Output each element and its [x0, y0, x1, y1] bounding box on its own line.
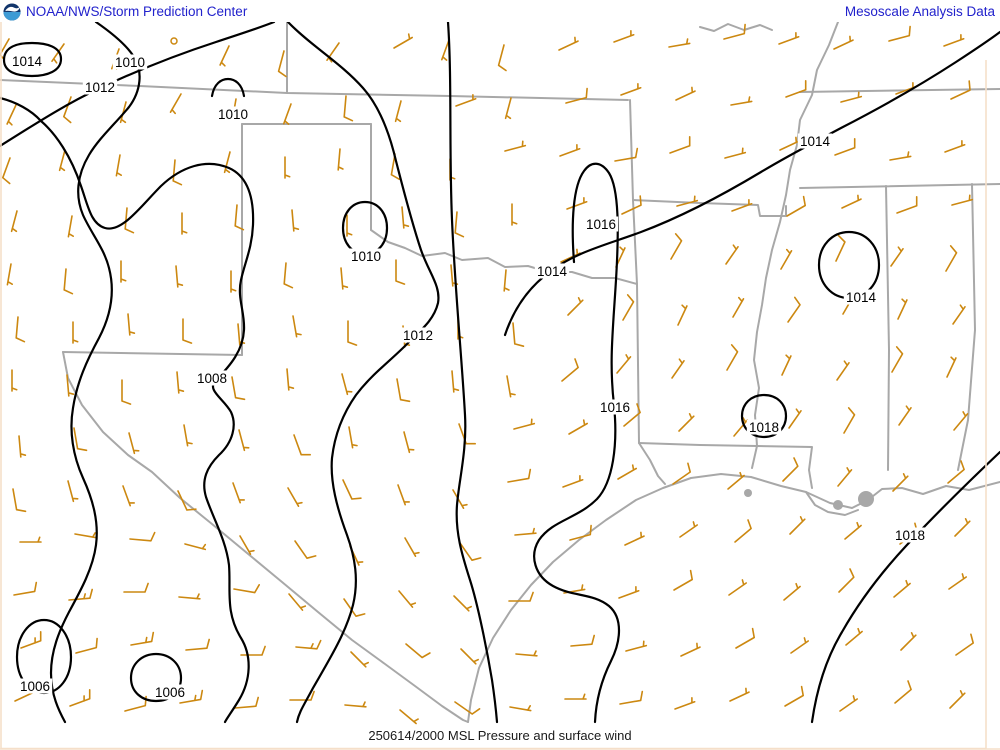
isobar-label: 1014 — [846, 290, 877, 305]
isobar-label: 1008 — [197, 371, 227, 386]
wind-barbs — [0, 23, 974, 725]
isobar-label: 1012 — [85, 80, 115, 95]
map-caption: 250614/2000 MSL Pressure and surface win… — [368, 728, 632, 743]
isobar-label: 1012 — [403, 328, 433, 343]
isobar-label: 1006 — [20, 679, 50, 694]
isobar-labels: 1014 101010121010101010121014101610141014… — [9, 53, 928, 700]
state-borders — [0, 21, 1000, 723]
isobar-label: 1018 — [749, 420, 779, 435]
isobar-label: 1010 — [115, 55, 145, 70]
header-bar: NOAA/NWS/Storm Prediction Center Mesosca… — [0, 0, 1000, 22]
isobar-label: 1016 — [600, 400, 630, 415]
isobar-label: 1014 — [800, 134, 831, 149]
isobar-contours — [0, 20, 1000, 724]
isobar-label: 1014 — [12, 54, 43, 69]
isobar-label: 1010 — [218, 107, 248, 122]
noaa-logo-icon — [3, 3, 21, 21]
header-title: NOAA/NWS/Storm Prediction Center — [26, 3, 248, 19]
isobar-label: 1010 — [351, 249, 381, 264]
isobar-label: 1016 — [586, 217, 616, 232]
isobar-label: 1006 — [155, 685, 185, 700]
isobar-label: 1014 — [537, 264, 568, 279]
mesoscale-analysis-link[interactable]: Mesoscale Analysis Data — [844, 3, 995, 19]
isobar-label: 1018 — [895, 528, 925, 543]
page-frame-border — [0, 22, 1000, 750]
